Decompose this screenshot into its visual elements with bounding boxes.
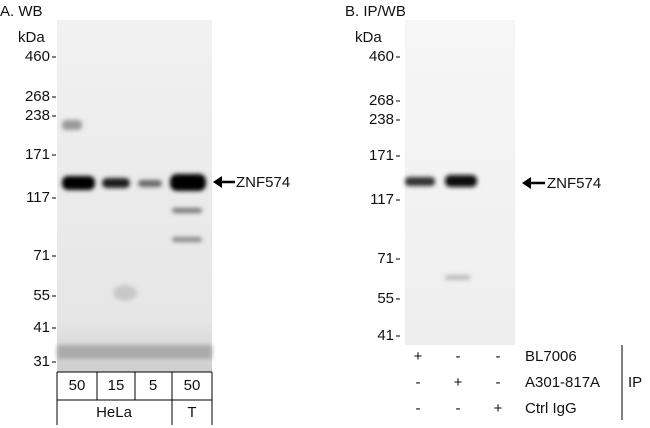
panel-title: B. IP/WB <box>345 3 406 20</box>
antibody-label: Ctrl IgG <box>525 400 577 417</box>
ip-sign: - <box>496 374 501 391</box>
marker-label: 41 <box>33 319 50 336</box>
ip-sign: + <box>494 400 503 417</box>
marker-label: 71 <box>377 250 394 267</box>
marker-label: 171 <box>25 146 50 163</box>
antibody-label: A301-817A <box>525 374 600 391</box>
antibody-label: BL7006 <box>525 348 577 365</box>
ip-sign: + <box>414 348 423 365</box>
ip-sign: + <box>454 374 463 391</box>
bands-a <box>57 120 212 359</box>
marker-label: 268 <box>369 92 394 109</box>
target-label: ZNF574 <box>236 174 290 191</box>
marker-label: 238 <box>369 111 394 128</box>
lane-load: 15 <box>108 377 125 394</box>
marker-label: 55 <box>377 290 394 307</box>
ip-sign: - <box>496 348 501 365</box>
marker-label: 55 <box>33 287 50 304</box>
marker-label: 71 <box>33 247 50 264</box>
cell-line: HeLa <box>96 404 133 421</box>
unit-label: kDa <box>355 29 382 46</box>
ip-sign: - <box>456 400 461 417</box>
panel-title: A. WB <box>0 3 43 20</box>
marker-label: 41 <box>377 327 394 344</box>
ip-sign: - <box>456 348 461 365</box>
ip-sign: - <box>416 374 421 391</box>
arrows <box>213 176 545 189</box>
cell-line: T <box>187 404 196 421</box>
unit-label: kDa <box>18 29 45 46</box>
marker-label: 171 <box>369 147 394 164</box>
bands-b <box>405 175 477 280</box>
ip-sign: - <box>416 400 421 417</box>
target-label: ZNF574 <box>547 175 601 192</box>
lane-table <box>56 371 213 425</box>
marker-label: 460 <box>369 48 394 65</box>
lane-load: 50 <box>184 377 201 394</box>
marker-label: 268 <box>25 88 50 105</box>
lane-load: 50 <box>69 377 86 394</box>
marker-label: 31 <box>33 353 50 370</box>
lane-load: 5 <box>149 377 157 394</box>
marker-label: 460 <box>25 48 50 65</box>
marker-label: 117 <box>26 189 50 206</box>
marker-label: 117 <box>370 191 394 208</box>
group-label: IP <box>628 374 642 391</box>
marker-label: 238 <box>25 107 50 124</box>
blot-a <box>57 20 212 372</box>
